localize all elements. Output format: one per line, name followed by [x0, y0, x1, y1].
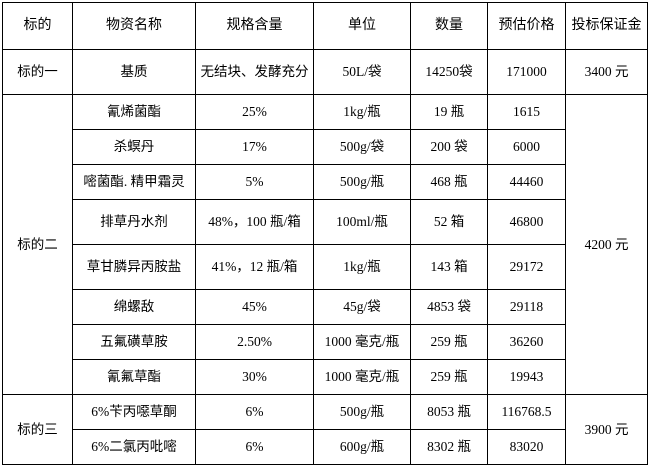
- spec-cell: 2.50%: [195, 324, 314, 360]
- quantity-cell: 468 瓶: [410, 164, 488, 200]
- quantity-cell: 259 瓶: [410, 359, 488, 395]
- quantity-cell: 8053 瓶: [410, 394, 488, 430]
- price-cell: 36260: [487, 324, 566, 360]
- table-row: 绵螺敌 45% 45g/袋 4853 袋 29118: [3, 289, 648, 325]
- table-row: 氰氟草酯 30% 1000 毫克/瓶 259 瓶 19943: [3, 359, 648, 395]
- price-cell: 171000: [487, 49, 566, 95]
- table-header: 标的 物资名称 规格含量 单位 数量 预估价格 投标保证金: [2, 2, 648, 50]
- unit-cell: 50L/袋: [313, 49, 411, 95]
- material-name-cell: 氰氟草酯: [72, 359, 196, 395]
- price-cell: 44460: [487, 164, 566, 200]
- spec-cell: 48%，100 瓶/箱: [195, 199, 314, 245]
- spec-cell: 无结块、发酵充分: [195, 49, 314, 95]
- material-name-cell: 绵螺敌: [72, 289, 196, 325]
- table-row: 五氟磺草胺 2.50% 1000 毫克/瓶 259 瓶 36260: [3, 324, 648, 360]
- material-name-cell: 杀螟丹: [72, 129, 196, 165]
- unit-cell: 500g/袋: [313, 129, 411, 165]
- price-cell: 116768.5: [487, 394, 566, 430]
- material-name-cell: 基质: [72, 49, 196, 95]
- bond-cell: 4200 元: [565, 94, 648, 395]
- price-cell: 1615: [487, 94, 566, 130]
- column-header-price: 预估价格: [487, 2, 566, 50]
- quantity-cell: 200 袋: [410, 129, 488, 165]
- bond-cell: 3900 元: [565, 394, 648, 465]
- material-name-cell: 草甘膦异丙胺盐: [72, 244, 196, 290]
- unit-cell: 500g/瓶: [313, 394, 411, 430]
- spec-cell: 41%，12 瓶/箱: [195, 244, 314, 290]
- material-name-cell: 嘧菌酯. 精甲霜灵: [72, 164, 196, 200]
- quantity-cell: 4853 袋: [410, 289, 488, 325]
- unit-cell: 500g/瓶: [313, 164, 411, 200]
- table-row: 嘧菌酯. 精甲霜灵 5% 500g/瓶 468 瓶 44460: [3, 164, 648, 200]
- column-header-quantity: 数量: [410, 2, 488, 50]
- quantity-cell: 143 箱: [410, 244, 488, 290]
- price-cell: 46800: [487, 199, 566, 245]
- table-row: 6%二氯丙吡嘧 6% 600g/瓶 8302 瓶 83020: [3, 429, 648, 465]
- lot-label-cell: 标的二: [2, 94, 73, 395]
- table-row: 标的三 6%苄丙噁草酮 6% 500g/瓶 8053 瓶 116768.5 39…: [2, 394, 648, 465]
- spec-cell: 25%: [195, 94, 314, 130]
- spec-cell: 5%: [195, 164, 314, 200]
- quantity-cell: 8302 瓶: [410, 429, 488, 465]
- spec-cell: 45%: [195, 289, 314, 325]
- unit-cell: 100ml/瓶: [313, 199, 411, 245]
- column-header-name: 物资名称: [72, 2, 196, 50]
- price-cell: 83020: [487, 429, 566, 465]
- price-cell: 29118: [487, 289, 566, 325]
- unit-cell: 600g/瓶: [313, 429, 411, 465]
- quantity-cell: 259 瓶: [410, 324, 488, 360]
- quantity-cell: 52 箱: [410, 199, 488, 245]
- material-name-cell: 6%二氯丙吡嘧: [72, 429, 196, 465]
- column-header-lot: 标的: [2, 2, 73, 50]
- column-header-unit: 单位: [313, 2, 411, 50]
- unit-cell: 1kg/瓶: [313, 244, 411, 290]
- table-row: 标的二 氰烯菌酯 25% 1kg/瓶 19 瓶 1615 4200 元: [2, 94, 648, 395]
- material-name-cell: 排草丹水剂: [72, 199, 196, 245]
- table-body: 标的一 基质 无结块、发酵充分 50L/袋 14250袋 171000 3400…: [2, 49, 648, 465]
- bond-cell: 3400 元: [565, 49, 648, 95]
- table-row: 草甘膦异丙胺盐 41%，12 瓶/箱 1kg/瓶 143 箱 29172: [3, 244, 648, 290]
- header-row: 标的 物资名称 规格含量 单位 数量 预估价格 投标保证金: [2, 2, 648, 50]
- table-row: 排草丹水剂 48%，100 瓶/箱 100ml/瓶 52 箱 46800: [3, 199, 648, 245]
- material-name-cell: 6%苄丙噁草酮: [72, 394, 196, 430]
- material-name-cell: 五氟磺草胺: [72, 324, 196, 360]
- unit-cell: 45g/袋: [313, 289, 411, 325]
- spec-cell: 30%: [195, 359, 314, 395]
- quantity-cell: 19 瓶: [410, 94, 488, 130]
- price-cell: 19943: [487, 359, 566, 395]
- column-header-spec: 规格含量: [195, 2, 314, 50]
- unit-cell: 1kg/瓶: [313, 94, 411, 130]
- table-row: 杀螟丹 17% 500g/袋 200 袋 6000: [3, 129, 648, 165]
- column-header-bond: 投标保证金: [565, 2, 648, 50]
- unit-cell: 1000 毫克/瓶: [313, 324, 411, 360]
- lot-label-cell: 标的三: [2, 394, 73, 465]
- table-row: 标的一 基质 无结块、发酵充分 50L/袋 14250袋 171000 3400…: [2, 49, 648, 95]
- spec-cell: 6%: [195, 394, 314, 430]
- spec-cell: 6%: [195, 429, 314, 465]
- unit-cell: 1000 毫克/瓶: [313, 359, 411, 395]
- lot-label-cell: 标的一: [2, 49, 73, 95]
- material-name-cell: 氰烯菌酯: [72, 94, 196, 130]
- price-cell: 29172: [487, 244, 566, 290]
- spec-cell: 17%: [195, 129, 314, 165]
- price-cell: 6000: [487, 129, 566, 165]
- quantity-cell: 14250袋: [410, 49, 488, 95]
